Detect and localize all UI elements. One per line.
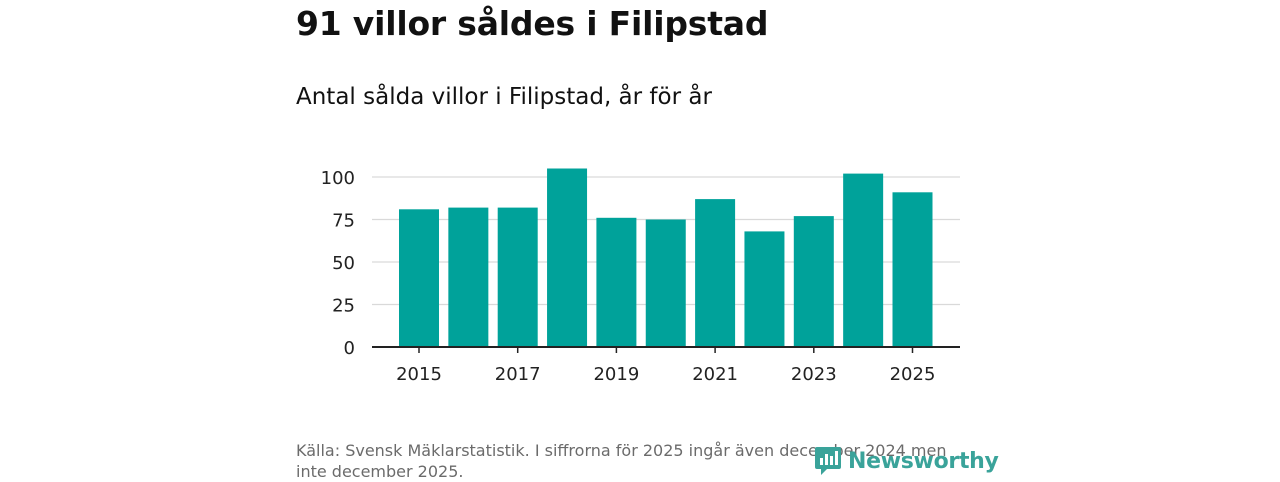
newsworthy-logo-icon (815, 447, 841, 475)
logo-text: Newsworthy (848, 448, 999, 474)
x-tick-label: 2015 (396, 364, 442, 385)
chart-title: 91 villor såldes i Filipstad (296, 4, 769, 43)
source-note: Källa: Svensk Mäklarstatistik. I siffror… (296, 441, 947, 481)
y-tick-label: 50 (332, 253, 355, 274)
y-tick-label: 0 (344, 338, 355, 359)
x-tick-label: 2021 (692, 364, 738, 385)
bar-chart: 0 25 50 75 100 2015 2017 2019 2021 2023 2025 (321, 168, 960, 385)
bar-2022 (744, 231, 785, 347)
bar-2021 (695, 199, 736, 347)
bar-2020 (645, 219, 686, 347)
chart-subtitle: Antal sålda villor i Filipstad, år för å… (296, 84, 712, 110)
axes: 0 25 50 75 100 2015 2017 2019 2021 2023 2025 (321, 168, 960, 385)
x-tick-label: 2023 (791, 364, 837, 385)
x-tick-label: 2019 (593, 364, 639, 385)
y-tick-label: 100 (321, 168, 355, 189)
y-tick-label: 25 (332, 296, 355, 317)
bar-2023 (793, 216, 834, 347)
bar-2017 (497, 207, 538, 347)
bar-2016 (448, 207, 489, 347)
bars (399, 168, 933, 347)
bar-2024 (843, 173, 884, 347)
y-tick-label: 75 (332, 211, 355, 232)
newsworthy-logo: Newsworthy (814, 445, 999, 477)
bar-2019 (596, 217, 637, 347)
bar-2025 (892, 192, 933, 347)
x-tick-label: 2025 (890, 364, 936, 385)
x-tick-label: 2017 (495, 364, 541, 385)
bar-2018 (547, 168, 588, 347)
bar-2015 (399, 209, 439, 347)
